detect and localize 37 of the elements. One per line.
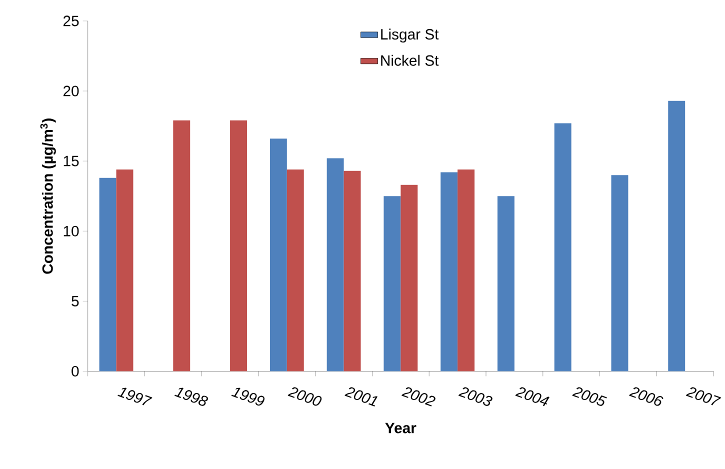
bar [344,170,361,372]
bar [497,196,514,372]
x-tick-label: 2001 [344,387,378,406]
y-tick-label: 5 [72,296,79,306]
y-axis-title: Concentration (µg/m$^{3}$) [40,118,56,274]
bar [440,172,458,372]
bar [554,123,572,372]
bar [458,169,475,372]
x-tick-label: 2000 [288,387,322,406]
y-tick-label: 0 [72,366,79,376]
x-tick-label: 2007 [686,387,722,406]
legend-label: Nickel St [381,54,439,66]
y-tick-label: 15 [64,156,79,166]
bar [611,175,628,372]
y-tick-label: 25 [63,16,79,26]
bar [230,120,247,372]
legend-label: Lisgar St [381,28,439,43]
y-tick-label: 20 [63,86,79,96]
x-tick-label: 1998 [174,388,208,406]
x-tick-label: 2005 [572,387,607,406]
x-tick-label: 2003 [458,387,492,406]
bar [326,158,344,372]
x-tick-label: 1997 [118,388,152,406]
bar [668,100,686,372]
x-tick-label: 2004 [515,387,550,406]
bar [99,178,116,372]
x-tick-label: 1999 [231,388,265,406]
bar [116,169,134,372]
bar [270,138,287,372]
x-axis-title: Year [385,422,416,434]
x-tick-label: 2002 [402,387,436,406]
bar [400,184,418,372]
bar [173,120,190,372]
x-tick-label: 2006 [629,387,664,406]
bar [286,169,304,372]
y-tick-label: 10 [64,226,79,236]
bar [384,196,401,372]
